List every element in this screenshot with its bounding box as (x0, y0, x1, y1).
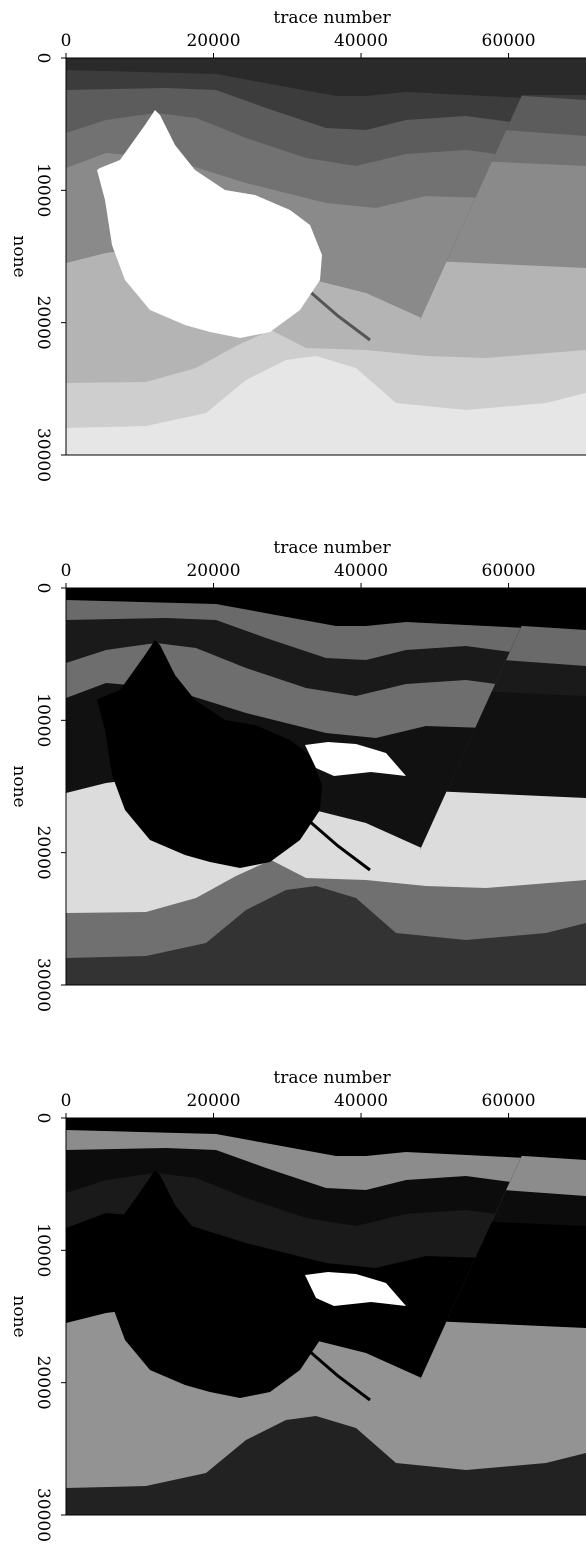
y-tick-label: 20000 (33, 1356, 53, 1410)
x-tick-label: 0 (61, 31, 72, 51)
y-tick-label: 10000 (33, 693, 53, 747)
y-tick-label: 30000 (33, 1488, 53, 1542)
x-axis-label: trace number (273, 1068, 391, 1088)
y-axis-label: none (9, 1295, 29, 1337)
x-tick-label: 40000 (334, 1091, 388, 1111)
y-tick-label: 10000 (33, 1223, 53, 1277)
x-tick-label: 40000 (334, 561, 388, 581)
y-tick-label: 10000 (33, 163, 53, 217)
x-axis-label: trace number (273, 8, 391, 28)
x-tick-label: 20000 (186, 31, 240, 51)
y-tick-label: 30000 (33, 958, 53, 1012)
y-tick-label: 0 (33, 53, 53, 64)
figure: 0 20000 40000 60000 0 10000 20000 30000 trace nu… (0, 0, 586, 1547)
y-tick-label: 20000 (33, 296, 53, 350)
x-tick-label: 0 (61, 1091, 72, 1111)
image (66, 58, 586, 455)
panel: 0 20000 40000 60000 0 10000 20000 30000 trace nu… (9, 8, 586, 482)
panel: 0 20000 40000 60000 0 10000 20000 30000 trace nu… (9, 1068, 586, 1542)
y-axis-label: none (9, 235, 29, 277)
x-tick-label: 60000 (482, 31, 536, 51)
x-tick-label: 60000 (482, 1091, 536, 1111)
x-tick-label: 40000 (334, 31, 388, 51)
image (66, 1118, 586, 1515)
x-axis-label: trace number (273, 538, 391, 558)
x-tick-label: 0 (61, 561, 72, 581)
y-axis-label: none (9, 765, 29, 807)
y-tick-label: 0 (33, 583, 53, 594)
y-tick-label: 30000 (33, 428, 53, 482)
image (66, 588, 586, 985)
y-tick-label: 0 (33, 1113, 53, 1124)
x-tick-label: 60000 (482, 561, 536, 581)
x-tick-label: 20000 (186, 1091, 240, 1111)
y-tick-label: 20000 (33, 826, 53, 880)
panel: 0 20000 40000 60000 0 10000 20000 30000 trace nu… (9, 538, 586, 1012)
x-tick-label: 20000 (186, 561, 240, 581)
